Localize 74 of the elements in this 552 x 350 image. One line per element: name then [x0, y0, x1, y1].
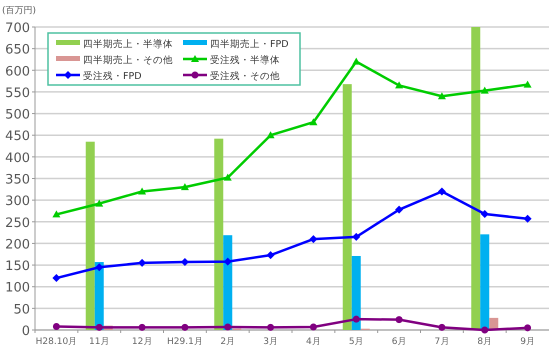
y-tick-label: 700: [5, 21, 30, 36]
point: [480, 86, 489, 94]
x-tick-label: 7月: [434, 337, 450, 347]
bar: [86, 142, 95, 330]
x-tick-label: 2月: [220, 337, 236, 347]
point: [266, 251, 275, 260]
legend-label: 四半期売上・FPD: [210, 38, 289, 50]
y-tick-label: 50: [13, 302, 30, 318]
bar: [480, 234, 490, 330]
point: [480, 210, 489, 218]
point: [309, 118, 318, 126]
legend-label: 受注残・FPD: [83, 70, 142, 82]
point: [438, 187, 446, 196]
bar: [352, 256, 361, 330]
x-tick-label: 9月: [520, 337, 535, 347]
x-tick-label: 5月: [348, 337, 364, 347]
point: [95, 200, 104, 207]
point: [395, 206, 404, 214]
point: [224, 174, 232, 181]
y-tick-label: 250: [5, 216, 30, 231]
point: [524, 80, 532, 88]
point: [181, 324, 188, 331]
point: [352, 58, 360, 65]
point: [524, 214, 532, 223]
y-tick-label: 500: [5, 108, 30, 123]
point: [438, 92, 446, 100]
point: [310, 323, 317, 330]
point: [524, 324, 532, 332]
y-tick-label: 600: [5, 64, 30, 80]
x-tick-label: H28.10月: [36, 337, 78, 347]
y-axis-title: (百万円): [2, 6, 36, 16]
y-tick-label: 300: [5, 194, 30, 210]
point: [52, 323, 60, 330]
x-tick-label: 11月: [89, 337, 110, 347]
y-tick-label: 100: [5, 280, 30, 296]
point: [95, 263, 104, 272]
point: [352, 316, 360, 323]
legend-label: 受注残・その他: [210, 70, 280, 82]
y-tick-label: 150: [5, 259, 30, 274]
y-tick-label: 550: [5, 86, 30, 101]
point: [180, 183, 189, 190]
point: [352, 232, 360, 241]
bar: [342, 84, 352, 330]
legend-label: 受注残・半導体: [210, 54, 280, 66]
y-tick-label: 450: [5, 129, 30, 144]
x-tick-label: 4月: [306, 337, 321, 347]
bar: [214, 138, 224, 330]
y-tick-label: 350: [5, 172, 30, 188]
point: [438, 324, 446, 331]
x-tick-label: 6月: [392, 337, 406, 347]
y-tick-label: 200: [5, 237, 30, 252]
point: [481, 326, 488, 334]
legend-label: 四半期売上・半導体: [83, 38, 173, 50]
point: [138, 324, 146, 331]
x-tick-label: 3月: [263, 337, 278, 347]
x-tick-label: 8月: [477, 337, 492, 347]
point: [266, 131, 275, 138]
y-tick-label: 650: [5, 42, 30, 58]
x-tick-label: H29.1月: [167, 337, 203, 347]
point: [224, 323, 232, 330]
point: [96, 324, 103, 331]
point: [52, 274, 60, 282]
bar: [471, 27, 480, 330]
point: [224, 258, 232, 266]
y-tick-label: 0: [22, 324, 30, 339]
y-tick-label: 400: [5, 150, 30, 166]
point: [52, 210, 60, 218]
point: [395, 81, 404, 88]
point: [138, 187, 146, 194]
point: [309, 235, 318, 244]
legend-label: 四半期売上・その他: [83, 54, 173, 66]
point: [396, 316, 403, 324]
point: [267, 324, 274, 331]
x-tick-label: 12月: [132, 337, 152, 347]
